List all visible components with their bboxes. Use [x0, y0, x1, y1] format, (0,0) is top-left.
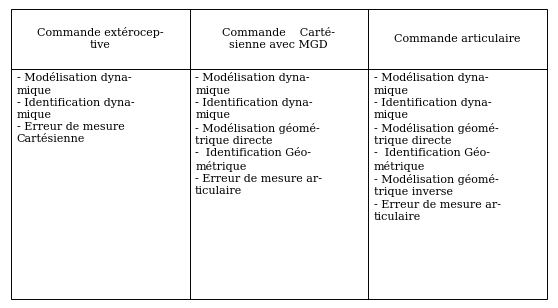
Text: Commande articulaire: Commande articulaire: [394, 34, 521, 44]
Text: - Modélisation dyna-
mique
- Identification dyna-
mique
- Erreur de mesure
Carté: - Modélisation dyna- mique - Identificat…: [17, 72, 134, 144]
Text: Commande    Carté-
sienne avec MGD: Commande Carté- sienne avec MGD: [222, 28, 335, 50]
Text: - Modélisation dyna-
mique
- Identification dyna-
mique
- Modélisation géomé-
tr: - Modélisation dyna- mique - Identificat…: [195, 72, 322, 196]
Text: - Modélisation dyna-
mique
- Identification dyna-
mique
- Modélisation géomé-
tr: - Modélisation dyna- mique - Identificat…: [373, 72, 501, 222]
Text: Commande extérocep-
tive: Commande extérocep- tive: [37, 27, 163, 51]
